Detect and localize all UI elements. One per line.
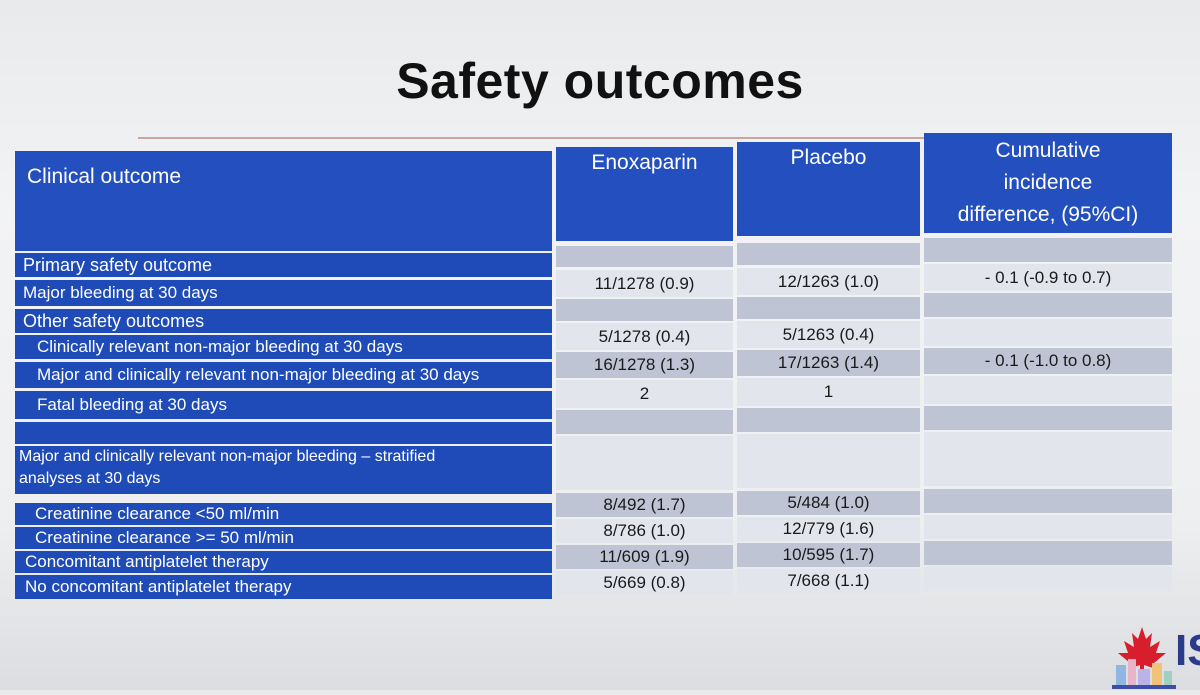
row-label-line-1: Major and clinically relevant non-major …: [19, 448, 436, 465]
row-fatal-placebo: 1: [737, 378, 920, 406]
row-label-text: Creatinine clearance <50 ml/min: [35, 504, 280, 523]
row-label-concomitant-antiplatelet: Concomitant antiplatelet therapy: [15, 551, 552, 573]
conference-logo: [1108, 625, 1200, 690]
row-spacer-diff: [924, 406, 1172, 430]
row-crcl-50-plus-placebo: 12/779 (1.6): [737, 517, 920, 541]
row-crcl-under-50-placebo: 5/484 (1.0): [737, 491, 920, 515]
row-no-concomitant-diff: [924, 567, 1172, 591]
row-label-fatal-bleeding: Fatal bleeding at 30 days: [15, 391, 552, 419]
cell-value: 8/492 (1.7): [603, 495, 686, 514]
row-label-text: Concomitant antiplatelet therapy: [25, 552, 269, 571]
header-diff-line-1: Cumulative: [995, 139, 1101, 162]
row-other-enox: [556, 299, 733, 321]
header-placebo-label: Placebo: [790, 146, 867, 169]
row-major-crnm-diff: - 0.1 (-1.0 to 0.8): [924, 348, 1172, 374]
row-crcl-under-50-enox: 8/492 (1.7): [556, 493, 733, 517]
row-label-crcl-50-plus: Creatinine clearance >= 50 ml/min: [15, 527, 552, 549]
header-enoxaparin-label: Enoxaparin: [591, 151, 698, 174]
row-crnm-enox: 5/1278 (0.4): [556, 323, 733, 350]
header-clinical-outcome: Clinical outcome: [15, 151, 552, 251]
row-fatal-diff: [924, 376, 1172, 404]
row-label-major-crnm-bleeding: Major and clinically relevant non-major …: [15, 362, 552, 388]
row-concomitant-enox: 11/609 (1.9): [556, 545, 733, 569]
row-label-crcl-under-50: Creatinine clearance <50 ml/min: [15, 503, 552, 525]
cell-value: 2: [639, 384, 650, 403]
row-label-text: No concomitant antiplatelet therapy: [25, 577, 292, 596]
row-major-bleeding-diff: - 0.1 (-0.9 to 0.7): [924, 264, 1172, 291]
cell-value: 8/786 (1.0): [603, 521, 686, 540]
row-crnm-diff: [924, 319, 1172, 346]
cell-value: 11/1278 (0.9): [594, 273, 695, 293]
row-stratified-enox: [556, 436, 733, 490]
row-label-line-2: analyses at 30 days: [19, 470, 161, 487]
row-no-concomitant-enox: 5/669 (0.8): [556, 571, 733, 595]
row-label-text: Primary safety outcome: [23, 255, 213, 275]
cell-value: 12/1263 (1.0): [777, 271, 880, 291]
row-label-stratified-analyses: Major and clinically relevant non-major …: [15, 446, 552, 494]
row-label-no-concomitant-antiplatelet: No concomitant antiplatelet therapy: [15, 575, 552, 599]
cell-value: - 0.1 (-0.9 to 0.7): [984, 267, 1112, 287]
header-diff-line-3: difference, (95%CI): [957, 203, 1139, 226]
header-placebo: Placebo: [737, 142, 920, 236]
cell-value: 7/668 (1.1): [787, 571, 870, 590]
row-stratified-placebo: [737, 434, 920, 488]
cell-value: 1: [823, 382, 834, 401]
row-no-concomitant-placebo: 7/668 (1.1): [737, 569, 920, 593]
row-fatal-enox: 2: [556, 380, 733, 408]
row-primary-placebo: [737, 243, 920, 265]
row-other-placebo: [737, 297, 920, 319]
row-label-other-safety-outcomes: Other safety outcomes: [15, 309, 552, 333]
cell-value: 11/609 (1.9): [599, 547, 690, 566]
slide-title: Safety outcomes: [396, 53, 804, 109]
header-clinical-outcome-label: Clinical outcome: [27, 165, 182, 188]
cell-value: 5/669 (0.8): [603, 573, 686, 592]
row-spacer-enox: [556, 410, 733, 434]
cell-value: 5/484 (1.0): [787, 493, 870, 512]
row-other-diff: [924, 293, 1172, 317]
row-label-primary-safety-outcome: Primary safety outcome: [15, 253, 552, 277]
row-label-text: Creatinine clearance >= 50 ml/min: [35, 528, 294, 547]
row-label-text: Fatal bleeding at 30 days: [37, 395, 227, 414]
maple-leaf-icon: [1112, 627, 1176, 689]
row-major-crnm-enox: 16/1278 (1.3): [556, 352, 733, 378]
row-crcl-under-50-diff: [924, 489, 1172, 513]
row-crnm-placebo: 5/1263 (0.4): [737, 321, 920, 348]
row-concomitant-placebo: 10/595 (1.7): [737, 543, 920, 567]
row-label-text: Major and clinically relevant non-major …: [37, 365, 480, 384]
row-stratified-diff: [924, 432, 1172, 486]
row-crcl-50-plus-enox: 8/786 (1.0): [556, 519, 733, 543]
row-label-major-bleeding: Major bleeding at 30 days: [15, 280, 552, 306]
cell-value: 10/595 (1.7): [782, 545, 875, 564]
cell-value: - 0.1 (-1.0 to 0.8): [984, 351, 1112, 370]
row-label-text: Other safety outcomes: [23, 311, 205, 331]
row-primary-diff: [924, 238, 1172, 262]
header-diff-line-2: incidence: [1003, 171, 1093, 194]
cell-value: 16/1278 (1.3): [593, 355, 696, 374]
title-divider: [138, 137, 1038, 139]
row-label-crnm-bleeding: Clinically relevant non-major bleeding a…: [15, 335, 552, 359]
row-concomitant-diff: [924, 541, 1172, 565]
header-cumulative-difference: Cumulative incidence difference, (95%CI): [924, 133, 1172, 233]
row-crcl-50-plus-diff: [924, 515, 1172, 539]
cell-value: 5/1278 (0.4): [598, 326, 691, 346]
row-major-crnm-placebo: 17/1263 (1.4): [737, 350, 920, 376]
conference-logo-text: IS: [1175, 626, 1200, 675]
row-label-spacer: [15, 422, 552, 444]
row-major-bleeding-enox: 11/1278 (0.9): [556, 270, 733, 297]
row-label-text: Clinically relevant non-major bleeding a…: [37, 337, 403, 356]
cell-value: 17/1263 (1.4): [777, 353, 880, 372]
row-spacer-placebo: [737, 408, 920, 432]
row-major-bleeding-placebo: 12/1263 (1.0): [737, 268, 920, 295]
cell-value: 12/779 (1.6): [782, 519, 875, 538]
cell-value: 5/1263 (0.4): [782, 324, 875, 344]
row-label-text: Major bleeding at 30 days: [23, 283, 218, 302]
header-enoxaparin: Enoxaparin: [556, 147, 733, 241]
row-primary-enox: [556, 246, 733, 267]
